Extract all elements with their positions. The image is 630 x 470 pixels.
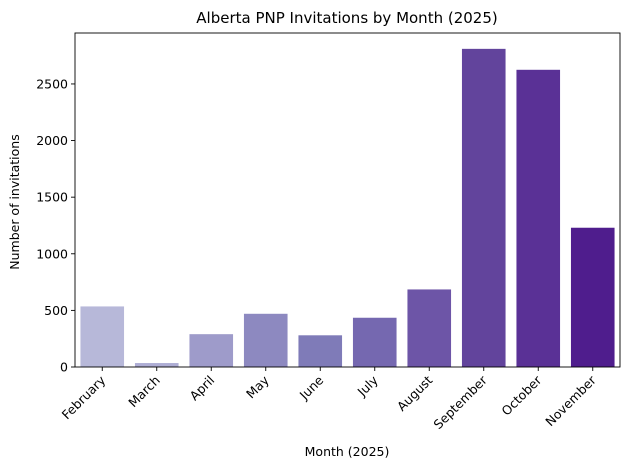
y-tick-label: 1500 [36,190,68,205]
y-tick-label: 2000 [36,133,68,148]
bar-april [189,334,234,367]
x-tick-label: July [354,372,382,400]
bar-november [570,227,615,367]
y-tick-label: 1000 [36,246,68,261]
bar-july [352,317,397,367]
bar-march [134,363,179,367]
x-tick-label: May [243,372,272,401]
y-tick-label: 0 [60,360,68,375]
bar-october [516,69,561,368]
bar-may [243,313,288,367]
x-axis-title: Month (2025) [305,444,390,459]
x-tick-label: June [296,372,327,403]
y-tick-label: 500 [44,303,68,318]
bar-february [80,306,125,367]
y-tick-label: 2500 [36,76,68,91]
x-tick-label: November [542,372,599,429]
bar-august [407,289,452,367]
plot-frame [74,32,621,368]
x-tick-label: September [430,372,490,432]
x-tick-label: February [59,372,109,422]
x-tick-label: August [394,372,436,414]
bar-september [461,48,506,367]
x-tick-label: March [125,373,163,411]
chart-title: Alberta PNP Invitations by Month (2025) [196,9,497,27]
y-axis-title: Number of invitations [7,134,22,270]
x-tick-label: October [498,372,545,419]
bar-june [298,335,343,367]
plot-area: 0 500 1000 1500 2000 2500 February March April Ma… [36,32,621,432]
x-tick-label: April [187,373,218,404]
